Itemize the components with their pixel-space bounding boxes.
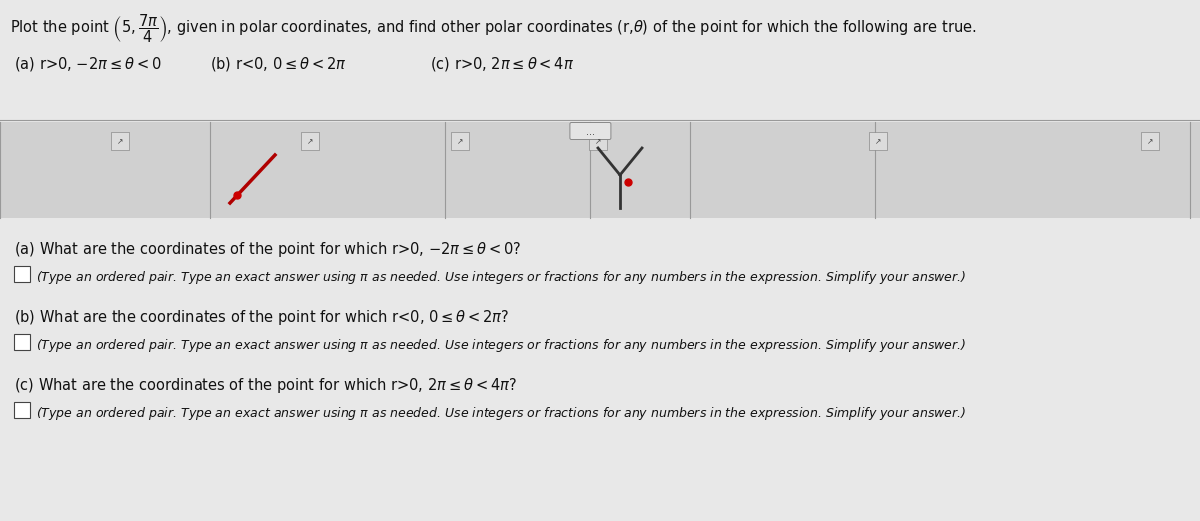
Text: (Type an ordered pair. Type an exact answer using $\pi$ as needed. Use integers : (Type an ordered pair. Type an exact ans…	[36, 337, 966, 354]
Bar	[0, 122, 1200, 218]
Text: ...: ...	[586, 127, 595, 137]
Text: ↗: ↗	[1147, 138, 1153, 146]
Text: ↗: ↗	[307, 138, 313, 146]
Text: (Type an ordered pair. Type an exact answer using $\pi$ as needed. Use integers : (Type an ordered pair. Type an exact ans…	[36, 405, 966, 422]
Text: (c) What are the coordinates of the point for which r>0, $2\pi\leq\theta<4\pi$?: (c) What are the coordinates of the poin…	[14, 376, 517, 395]
Text: ↗: ↗	[457, 138, 463, 146]
Bar	[301, 132, 319, 150]
Bar	[1141, 132, 1159, 150]
Text: (c) r>0, $2\pi\leq\theta<4\pi$: (c) r>0, $2\pi\leq\theta<4\pi$	[430, 55, 575, 73]
Text: (a) r>0, $-2\pi\leq\theta<0$: (a) r>0, $-2\pi\leq\theta<0$	[14, 55, 162, 73]
Text: (a) What are the coordinates of the point for which r>0, $-2\pi\leq\theta<0$?: (a) What are the coordinates of the poin…	[14, 240, 521, 259]
Bar	[451, 132, 469, 150]
Text: ↗: ↗	[116, 138, 124, 146]
Text: ↗: ↗	[875, 138, 881, 146]
Text: (b) What are the coordinates of the point for which r<0, $0\leq\theta<2\pi$?: (b) What are the coordinates of the poin…	[14, 308, 509, 327]
Bar	[14, 334, 30, 350]
Bar	[112, 132, 130, 150]
Bar	[589, 132, 607, 150]
Text: ↗: ↗	[595, 138, 601, 146]
Bar	[869, 132, 887, 150]
Text: (b) r<0, $0\leq\theta<2\pi$: (b) r<0, $0\leq\theta<2\pi$	[210, 55, 347, 73]
Bar	[14, 402, 30, 418]
Text: Plot the point $\left(5,\dfrac{7\pi}{4}\right)$, given in polar coordinates, and: Plot the point $\left(5,\dfrac{7\pi}{4}\…	[10, 12, 977, 45]
Text: (Type an ordered pair. Type an exact answer using $\pi$ as needed. Use integers : (Type an ordered pair. Type an exact ans…	[36, 269, 966, 286]
Bar	[14, 266, 30, 282]
FancyBboxPatch shape	[570, 122, 611, 140]
